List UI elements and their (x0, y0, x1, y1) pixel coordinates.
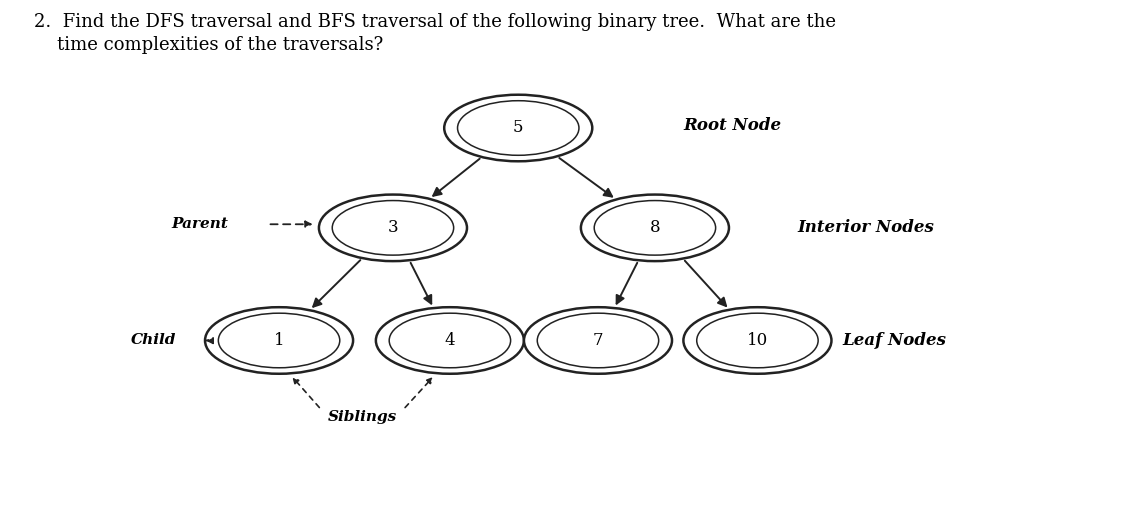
Circle shape (390, 313, 510, 368)
Circle shape (458, 101, 579, 155)
Circle shape (581, 195, 729, 261)
Text: 1: 1 (273, 332, 285, 349)
Text: 2.  Find the DFS traversal and BFS traversal of the following binary tree.  What: 2. Find the DFS traversal and BFS traver… (34, 13, 836, 31)
Text: 5: 5 (513, 119, 524, 137)
Text: 8: 8 (649, 219, 661, 237)
Text: Parent: Parent (171, 217, 228, 231)
Circle shape (444, 95, 592, 161)
Text: Siblings: Siblings (328, 410, 396, 424)
Text: Leaf Nodes: Leaf Nodes (843, 332, 947, 349)
Circle shape (595, 201, 715, 255)
Text: Child: Child (131, 333, 177, 348)
Text: 10: 10 (747, 332, 768, 349)
Text: 3: 3 (387, 219, 399, 237)
Circle shape (376, 307, 524, 374)
Circle shape (219, 313, 339, 368)
Circle shape (524, 307, 672, 374)
Text: 7: 7 (592, 332, 604, 349)
Circle shape (333, 201, 453, 255)
Circle shape (538, 313, 658, 368)
Text: time complexities of the traversals?: time complexities of the traversals? (34, 36, 384, 54)
Circle shape (683, 307, 831, 374)
Circle shape (697, 313, 818, 368)
Text: 4: 4 (444, 332, 456, 349)
Text: Interior Nodes: Interior Nodes (797, 219, 934, 237)
Circle shape (205, 307, 353, 374)
Text: Root Node: Root Node (683, 117, 781, 134)
Circle shape (319, 195, 467, 261)
